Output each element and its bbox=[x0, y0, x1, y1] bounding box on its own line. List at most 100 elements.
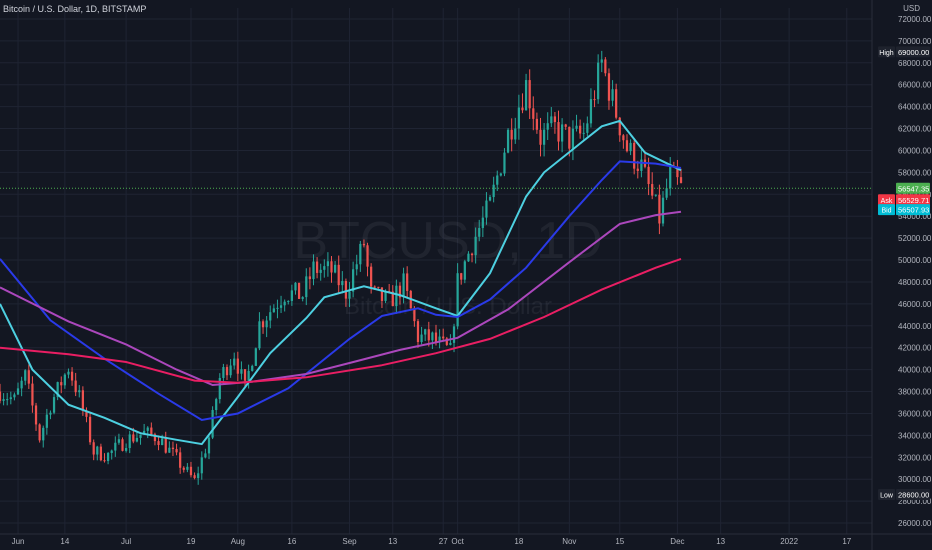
candle-body bbox=[301, 297, 304, 299]
candle-body bbox=[607, 73, 611, 101]
candle-body bbox=[27, 370, 30, 384]
candle-body bbox=[474, 236, 477, 256]
time-tick-label: Dec bbox=[670, 537, 684, 546]
candle-body bbox=[67, 371, 70, 375]
candle-body bbox=[506, 129, 510, 153]
candle-body bbox=[629, 142, 632, 152]
candle-body bbox=[373, 286, 376, 288]
candle-body bbox=[251, 365, 254, 371]
candle-body bbox=[488, 197, 492, 201]
candle-body bbox=[9, 397, 12, 400]
candle-body bbox=[560, 124, 564, 142]
candle-body bbox=[370, 266, 373, 287]
candle-body bbox=[517, 107, 520, 129]
price-tick-label: 42000.00 bbox=[898, 344, 932, 353]
price-tag-value-box bbox=[896, 46, 930, 58]
price-tick-label: 62000.00 bbox=[898, 125, 932, 134]
candle-body bbox=[182, 467, 185, 470]
candle-body bbox=[110, 450, 113, 453]
candle-body bbox=[294, 282, 297, 291]
candle-body bbox=[269, 312, 272, 321]
candle-body bbox=[146, 427, 149, 431]
candle-body bbox=[114, 442, 117, 451]
time-tick-label: 2022 bbox=[780, 537, 798, 546]
candle-body bbox=[348, 291, 351, 299]
candle-body bbox=[586, 123, 589, 133]
candle-body bbox=[143, 430, 146, 435]
candle-body bbox=[200, 457, 203, 474]
candle-body bbox=[193, 475, 196, 479]
candle-body bbox=[611, 89, 614, 101]
price-tag-low: 28600.00 Low bbox=[878, 489, 930, 501]
candle-body bbox=[218, 377, 221, 400]
candle-body bbox=[207, 437, 211, 454]
candle-body bbox=[406, 273, 409, 291]
candle-body bbox=[669, 165, 672, 189]
price-tag-value-box bbox=[896, 182, 930, 194]
candle-body bbox=[16, 388, 20, 395]
candle-body bbox=[438, 336, 441, 342]
price-tick-label: 50000.00 bbox=[898, 256, 932, 265]
candle-body bbox=[31, 383, 34, 406]
time-tick-label: Sep bbox=[342, 537, 357, 546]
candle-body bbox=[121, 439, 124, 451]
candle-body bbox=[258, 321, 261, 349]
candle-body bbox=[467, 253, 470, 262]
candle-body bbox=[225, 367, 229, 376]
candle-body bbox=[283, 301, 286, 306]
candle-body bbox=[434, 332, 438, 342]
candle-body bbox=[359, 243, 362, 265]
candle-body bbox=[161, 438, 164, 446]
candle-body bbox=[60, 382, 63, 386]
price-tag-label-box bbox=[878, 46, 895, 58]
candle-body bbox=[510, 129, 513, 140]
candle-body bbox=[553, 116, 557, 123]
candle-body bbox=[78, 390, 81, 393]
candle-body bbox=[261, 321, 265, 328]
candle-body bbox=[528, 80, 531, 109]
candle-body bbox=[312, 261, 315, 280]
candle-body bbox=[384, 291, 387, 301]
time-tick-label: Jun bbox=[12, 537, 25, 546]
candle-body bbox=[539, 129, 542, 145]
candle-body bbox=[222, 367, 225, 378]
symbol-title: Bitcoin / U.S. Dollar, 1D, BITSTAMP bbox=[3, 4, 147, 14]
time-tick-label: 19 bbox=[187, 537, 196, 546]
candle-body bbox=[319, 269, 322, 273]
price-tick-label: 34000.00 bbox=[898, 431, 932, 440]
time-tick-label: 14 bbox=[60, 537, 69, 546]
time-tick-label: Nov bbox=[562, 537, 576, 546]
candle-body bbox=[45, 414, 48, 428]
price-tag-bid: 56507.93 Bid bbox=[878, 204, 930, 216]
candle-body bbox=[0, 391, 2, 401]
price-tick-label: 30000.00 bbox=[898, 475, 932, 484]
price-tag-value-box bbox=[896, 194, 930, 206]
candle-body bbox=[579, 125, 582, 134]
candle-body bbox=[315, 261, 319, 273]
candle-body bbox=[243, 369, 247, 381]
price-tag-ask: 56529.71 Ask bbox=[878, 194, 930, 206]
candle-body bbox=[478, 227, 481, 237]
candle-body bbox=[34, 405, 38, 425]
candle-body bbox=[204, 453, 207, 458]
candle-body bbox=[323, 266, 326, 270]
candle-body bbox=[420, 334, 423, 343]
price-tag-label: Bid bbox=[881, 208, 891, 215]
price-tick-label: 48000.00 bbox=[898, 278, 932, 287]
candle-body bbox=[117, 439, 121, 443]
candle-body bbox=[571, 128, 575, 149]
candle-body bbox=[106, 452, 110, 461]
candle-body bbox=[564, 124, 567, 127]
candle-body bbox=[550, 116, 553, 124]
candle-body bbox=[240, 369, 243, 374]
candle-body bbox=[168, 447, 171, 453]
time-tick-label: Oct bbox=[451, 537, 464, 546]
candle-body bbox=[74, 380, 77, 393]
candle-body bbox=[20, 380, 23, 389]
candle-body bbox=[496, 175, 499, 185]
candle-body bbox=[514, 128, 517, 140]
candle-body bbox=[233, 358, 236, 366]
candle-body bbox=[56, 382, 59, 398]
candle-body bbox=[229, 365, 232, 376]
